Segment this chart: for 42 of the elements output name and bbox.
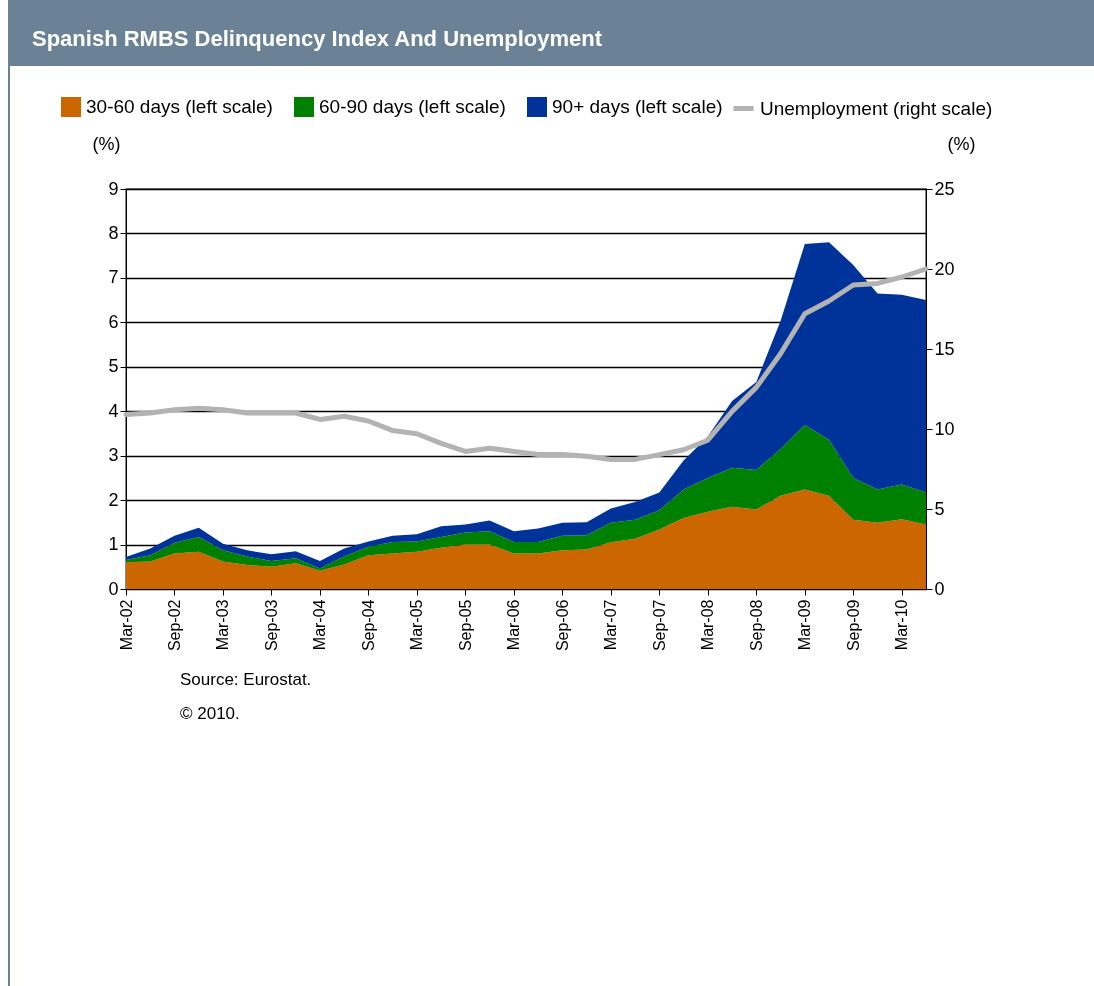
x-tick-label: Mar-02 xyxy=(117,599,135,651)
text: © 2010. xyxy=(180,704,241,724)
y2-tick-label: 0 xyxy=(934,578,945,599)
x-tick-label: Mar-08 xyxy=(699,599,717,651)
y2-tick-label: 5 xyxy=(934,498,945,519)
x-tick-label: Sep-02 xyxy=(165,599,183,652)
x-tick-label: Sep-03 xyxy=(262,599,280,652)
x-tick-label: Mar-03 xyxy=(214,599,232,651)
y-tick-label: 4 xyxy=(108,400,119,421)
x-tick-label: Sep-09 xyxy=(844,599,862,652)
y-tick-label: 6 xyxy=(108,311,119,332)
y2-tick-label: 20 xyxy=(934,258,955,279)
y2-tick-label: 15 xyxy=(934,338,955,359)
y-tick-label: 3 xyxy=(108,445,119,466)
y-tick-label: 9 xyxy=(108,178,119,199)
x-tick-label: Mar-09 xyxy=(796,599,814,651)
y2-axis-title: (%) xyxy=(947,133,976,154)
x-tick-label: Sep-07 xyxy=(650,599,668,652)
x-tick-label: Mar-06 xyxy=(505,599,523,651)
chart-title: Spanish RMBS Delinquency Index And Unemployment xyxy=(10,0,1094,66)
legend-label: 90+ days (left scale) xyxy=(552,96,723,117)
y-tick-label: 7 xyxy=(108,267,119,288)
y2-tick-label: 10 xyxy=(934,418,955,439)
x-tick-label: Mar-07 xyxy=(602,599,620,651)
x-tick-label: Mar-05 xyxy=(408,599,426,651)
legend-label: 60-90 days (left scale) xyxy=(319,96,506,117)
y2-tick-label: 25 xyxy=(934,178,955,199)
y-tick-label: 5 xyxy=(108,356,119,377)
y-axis-title: (%) xyxy=(92,133,121,154)
legend-label: Unemployment (right scale) xyxy=(760,97,993,119)
x-tick-label: Mar-04 xyxy=(311,599,329,651)
x-tick-label: Sep-08 xyxy=(747,599,765,652)
legend-label: 30-60 days (left scale) xyxy=(86,96,273,117)
y-tick-label: 8 xyxy=(108,222,119,243)
y-tick-label: 2 xyxy=(108,489,119,510)
x-tick-label: Sep-05 xyxy=(456,599,474,652)
x-tick-label: Mar-10 xyxy=(893,599,911,651)
y-tick-label: 0 xyxy=(108,578,119,599)
y-tick-label: 1 xyxy=(108,534,119,555)
x-tick-label: Sep-06 xyxy=(553,599,571,652)
source-note: Source: Eurostat. xyxy=(180,670,313,690)
x-tick-label: Sep-04 xyxy=(359,599,377,652)
